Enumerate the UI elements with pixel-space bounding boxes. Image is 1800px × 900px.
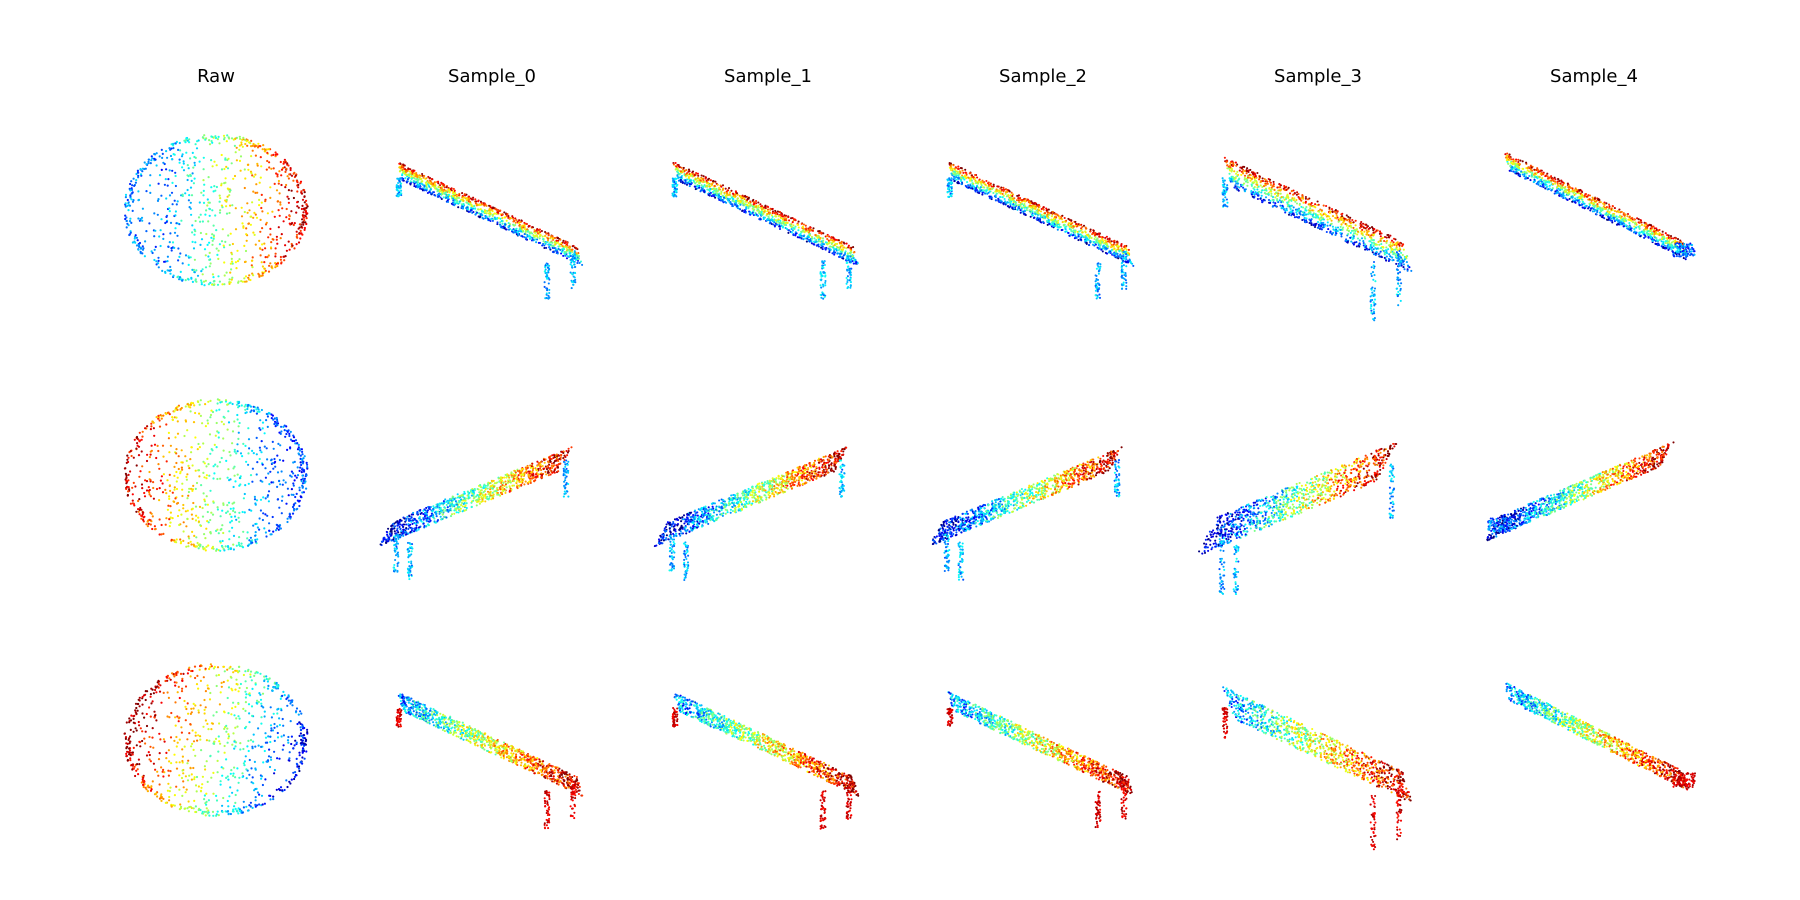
column-title-2: Sample_1 <box>724 66 812 87</box>
point-cloud-plot <box>671 161 859 300</box>
column-title-1: Sample_0 <box>448 66 536 87</box>
sphere-point-cloud-r2-c0 <box>86 620 346 860</box>
column-title-5: Sample_4 <box>1550 66 1638 87</box>
sphere-point-cloud-r1-c0 <box>86 355 346 595</box>
point-cloud-plot <box>1486 441 1675 542</box>
bench-point-cloud-r1-c5 <box>1464 355 1724 595</box>
point-cloud-plot <box>379 446 573 581</box>
point-cloud-plot <box>395 693 584 830</box>
bench-point-cloud-r2-c3 <box>913 620 1173 860</box>
bench-point-cloud-r0-c1 <box>362 90 622 330</box>
point-cloud-plot <box>1221 156 1413 322</box>
bench-point-cloud-r0-c2 <box>638 90 898 330</box>
point-cloud-plot <box>395 162 584 300</box>
bench-point-cloud-r0-c5 <box>1464 90 1724 330</box>
point-cloud-plot <box>124 134 309 287</box>
bench-point-cloud-r2-c1 <box>362 620 622 860</box>
column-title-3: Sample_2 <box>999 66 1087 87</box>
point-cloud-plot <box>931 446 1123 581</box>
bench-point-cloud-r0-c3 <box>913 90 1173 330</box>
point-cloud-plot <box>653 446 848 582</box>
bench-point-cloud-r1-c2 <box>638 355 898 595</box>
bench-point-cloud-r2-c4 <box>1188 620 1448 860</box>
point-cloud-plot <box>946 691 1133 829</box>
point-cloud-plot <box>671 693 860 830</box>
bench-point-cloud-r2-c2 <box>638 620 898 860</box>
bench-point-cloud-r1-c4 <box>1188 355 1448 595</box>
bench-point-cloud-r2-c5 <box>1464 620 1724 860</box>
point-cloud-plot <box>1221 686 1412 851</box>
column-title-0: Raw <box>197 66 235 87</box>
bench-point-cloud-r0-c4 <box>1188 90 1448 330</box>
point-cloud-plot <box>123 663 309 817</box>
point-cloud-plot <box>1504 152 1696 261</box>
point-cloud-plot <box>123 398 309 552</box>
bench-point-cloud-r1-c3 <box>913 355 1173 595</box>
point-cloud-plot <box>946 162 1135 300</box>
point-cloud-plot <box>1198 442 1398 595</box>
sphere-point-cloud-r0-c0 <box>86 90 346 330</box>
point-cloud-plot <box>1505 682 1697 791</box>
bench-point-cloud-r1-c1 <box>362 355 622 595</box>
column-title-4: Sample_3 <box>1274 66 1362 87</box>
